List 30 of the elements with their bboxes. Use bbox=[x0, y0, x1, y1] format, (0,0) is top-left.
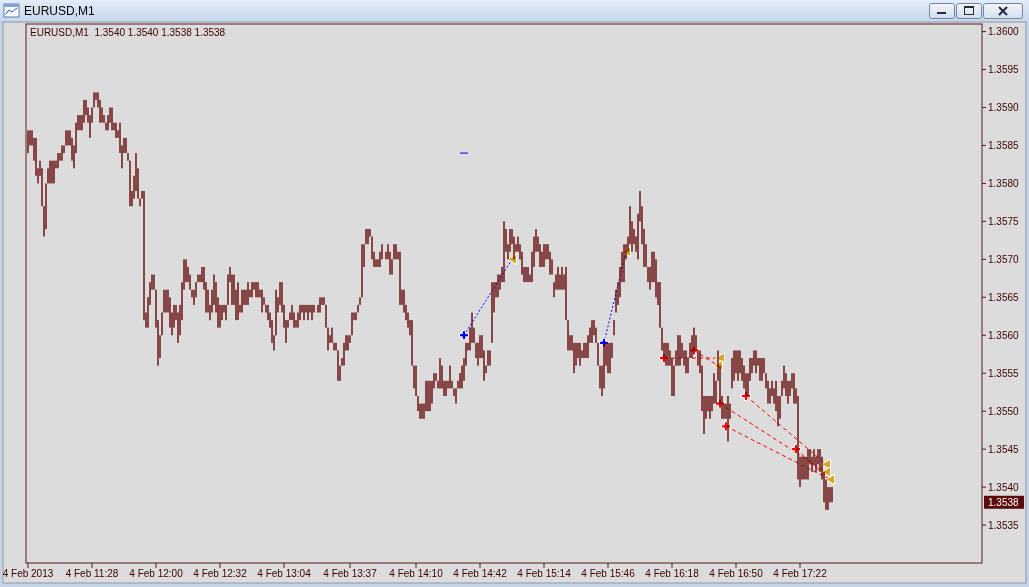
x-tick-label: 4 Feb 17:22 bbox=[773, 568, 828, 579]
y-tick-label: 1.3575 bbox=[988, 215, 1020, 227]
x-tick-label: 4 Feb 16:50 bbox=[709, 568, 764, 579]
y-tick-label: 1.3565 bbox=[988, 291, 1020, 303]
x-tick-label: 4 Feb 13:04 bbox=[257, 568, 312, 579]
y-tick-label: 1.3535 bbox=[988, 519, 1020, 531]
annotation: 1.3538 bbox=[988, 496, 1020, 508]
y-tick-label: 1.3580 bbox=[988, 177, 1020, 189]
x-tick-label: 4 Feb 15:14 bbox=[517, 568, 572, 579]
chart-subtitle: EURUSD,M1 1.3540 1.3540 1.3538 1.3538 bbox=[30, 27, 226, 38]
x-tick-label: 4 Feb 2013 bbox=[2, 568, 54, 579]
y-tick-label: 1.3590 bbox=[988, 102, 1020, 114]
y-tick-label: 1.3550 bbox=[988, 405, 1020, 417]
x-tick-label: 4 Feb 14:42 bbox=[453, 568, 508, 579]
x-tick-label: 4 Feb 12:32 bbox=[193, 568, 248, 579]
y-tick-label: 1.3545 bbox=[988, 443, 1020, 455]
y-tick-label: 1.3560 bbox=[988, 329, 1020, 341]
x-tick-label: 4 Feb 15:46 bbox=[581, 568, 636, 579]
y-tick-label: 1.3585 bbox=[988, 139, 1020, 151]
y-tick-label: 1.3540 bbox=[988, 481, 1020, 493]
y-tick-label: 1.3600 bbox=[988, 26, 1020, 38]
x-tick-label: 4 Feb 13:37 bbox=[323, 568, 378, 579]
x-tick-label: 4 Feb 16:18 bbox=[645, 568, 700, 579]
chart-title: EURUSD,M1 bbox=[24, 4, 95, 18]
y-tick-label: 1.3570 bbox=[988, 253, 1020, 265]
x-tick-label: 4 Feb 14:10 bbox=[389, 568, 444, 579]
x-tick-label: 4 Feb 12:00 bbox=[129, 568, 184, 579]
x-tick-label: 4 Feb 11:28 bbox=[65, 568, 119, 579]
y-tick-label: 1.3595 bbox=[988, 64, 1020, 76]
y-tick-label: 1.3555 bbox=[988, 367, 1020, 379]
